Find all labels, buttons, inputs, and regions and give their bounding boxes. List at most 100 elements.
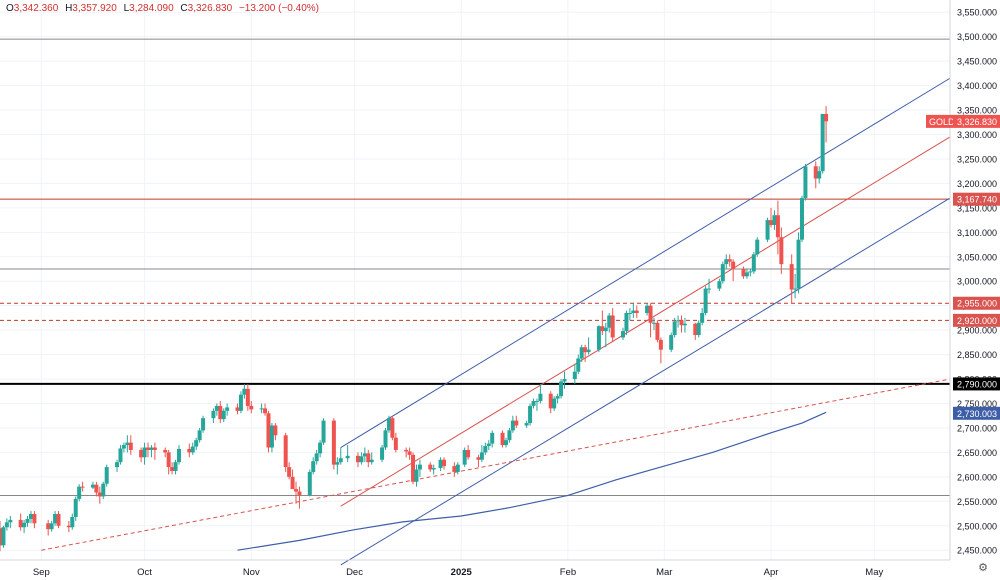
candle-up bbox=[555, 396, 560, 399]
candle-up bbox=[311, 461, 316, 472]
price-label: 3,167.740 bbox=[957, 195, 997, 205]
candle-up bbox=[214, 405, 219, 411]
candle-up bbox=[627, 313, 632, 315]
moving-average-line bbox=[237, 411, 827, 551]
candle-up bbox=[607, 315, 612, 328]
candle-up bbox=[503, 440, 508, 446]
candle-up bbox=[417, 464, 422, 470]
candle-down bbox=[331, 420, 336, 465]
price-label-box bbox=[953, 192, 1000, 206]
candle-down bbox=[187, 448, 192, 453]
candle-up bbox=[238, 394, 243, 411]
candle-up bbox=[338, 458, 343, 463]
candle-up bbox=[386, 418, 391, 431]
candle-up bbox=[793, 288, 798, 290]
candle-down bbox=[813, 166, 818, 179]
last-price-box bbox=[953, 114, 1000, 128]
candle-down bbox=[294, 489, 299, 492]
candle-down bbox=[18, 519, 23, 528]
candle-down bbox=[634, 310, 639, 314]
trend-lines bbox=[41, 77, 951, 566]
channel-line-lower bbox=[340, 197, 951, 566]
candle-up bbox=[28, 514, 33, 519]
candle-up bbox=[820, 113, 825, 172]
candle-down bbox=[146, 447, 151, 450]
candle-up bbox=[101, 483, 106, 497]
candle-up bbox=[528, 405, 533, 424]
candle-up bbox=[259, 408, 264, 410]
candle-down bbox=[600, 326, 605, 332]
x-tick-label: Sep bbox=[33, 567, 50, 578]
candle-up bbox=[507, 430, 512, 441]
candle-up bbox=[8, 519, 13, 523]
candle-up bbox=[431, 468, 436, 470]
candle-down bbox=[824, 113, 829, 122]
candle-up bbox=[359, 456, 364, 463]
candle-up bbox=[104, 467, 109, 484]
high-key: H bbox=[65, 3, 73, 14]
candle-up bbox=[572, 371, 577, 380]
candle-up bbox=[307, 471, 312, 495]
candle-up bbox=[335, 462, 340, 465]
candle-up bbox=[748, 271, 753, 273]
candle-up bbox=[696, 322, 701, 336]
y-tick-label: 2,850.000 bbox=[957, 350, 997, 360]
candle-up bbox=[799, 198, 804, 240]
candle-up bbox=[817, 171, 822, 179]
x-tick-label: Mar bbox=[656, 567, 672, 578]
grid-lines bbox=[0, 0, 950, 560]
candle-down bbox=[407, 451, 412, 455]
channel-line-upper bbox=[340, 77, 951, 448]
y-tick-label: 2,700.000 bbox=[957, 423, 997, 433]
y-tick-label: 3,350.000 bbox=[957, 106, 997, 116]
y-tick-label: 2,900.000 bbox=[957, 326, 997, 336]
candle-down bbox=[80, 486, 85, 488]
candle-up bbox=[700, 313, 705, 323]
open-value: 3,342.360 bbox=[13, 3, 59, 14]
candle-down bbox=[648, 305, 653, 323]
candle-up bbox=[318, 442, 323, 454]
candle-down bbox=[727, 259, 732, 262]
candle-down bbox=[94, 484, 99, 493]
y-tick-label: 3,450.000 bbox=[957, 57, 997, 67]
price-label-box bbox=[953, 296, 1000, 310]
candle-down bbox=[139, 449, 144, 458]
close-key: C bbox=[180, 3, 188, 14]
y-tick-label: 3,200.000 bbox=[957, 179, 997, 189]
candle-down bbox=[283, 435, 288, 468]
candle-up bbox=[490, 432, 495, 444]
gear-icon[interactable]: ⚙ bbox=[978, 561, 988, 574]
candle-up bbox=[211, 410, 216, 419]
y-tick-label: 2,600.000 bbox=[957, 472, 997, 482]
candle-up bbox=[194, 440, 199, 447]
price-label-box bbox=[953, 377, 1000, 391]
candle-down bbox=[428, 464, 433, 470]
candle-up bbox=[803, 166, 808, 199]
candle-up bbox=[455, 464, 460, 472]
candle-down bbox=[249, 405, 254, 410]
candle-down bbox=[97, 492, 102, 497]
candle-down bbox=[128, 442, 133, 450]
price-label-box bbox=[953, 313, 1000, 327]
candle-down bbox=[263, 408, 268, 414]
candle-down bbox=[366, 453, 371, 463]
candle-up bbox=[579, 347, 584, 359]
candle-up bbox=[1, 527, 6, 546]
candle-up bbox=[22, 522, 27, 528]
candle-up bbox=[676, 320, 681, 322]
candle-down bbox=[769, 220, 774, 225]
x-tick-label: 2025 bbox=[451, 567, 473, 578]
symbol-tag: GOLD bbox=[929, 117, 955, 127]
candle-up bbox=[524, 423, 529, 426]
change-value: −13.200 (−0.40%) bbox=[238, 3, 319, 14]
channel-line-middle bbox=[340, 136, 951, 507]
candle-up bbox=[462, 449, 467, 465]
candle-down bbox=[166, 452, 171, 468]
dashed-trendline bbox=[41, 378, 951, 551]
candle-down bbox=[66, 525, 71, 528]
candle-up bbox=[562, 379, 567, 382]
candle-up bbox=[483, 446, 488, 453]
candle-down bbox=[500, 432, 505, 446]
candle-up bbox=[724, 259, 729, 265]
